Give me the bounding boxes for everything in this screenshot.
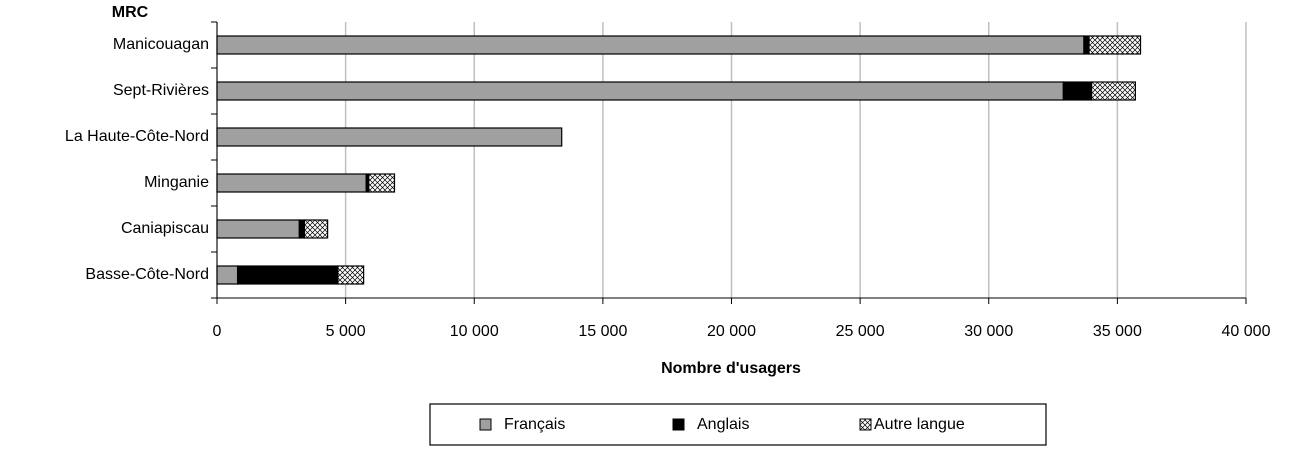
legend-label: Anglais — [697, 416, 749, 433]
y-tick-label: La Haute-Côte-Nord — [65, 128, 209, 145]
x-tick-label: 30 000 — [964, 323, 1013, 340]
bar-segment — [1088, 35, 1142, 55]
y-tick-label: Minganie — [144, 174, 209, 191]
legend-box — [429, 403, 1047, 446]
bar-segment — [1062, 81, 1093, 101]
legend-label: Français — [504, 416, 565, 433]
x-tick-label: 0 — [213, 323, 222, 340]
x-axis-title: Nombre d'usagers — [661, 360, 801, 377]
y-tick-label: Caniapiscau — [121, 220, 209, 237]
x-tick-label: 15 000 — [578, 323, 627, 340]
bar-segment — [303, 219, 329, 239]
bar-segment — [216, 127, 563, 147]
x-tick-label: 35 000 — [1093, 323, 1142, 340]
x-tick-label: 5 000 — [326, 323, 366, 340]
x-tick-label: 10 000 — [450, 323, 499, 340]
x-tick-label: 40 000 — [1222, 323, 1271, 340]
bar-segment — [1083, 35, 1090, 55]
bar-segment — [216, 173, 367, 193]
bar-segment — [216, 81, 1064, 101]
y-tick-label: Basse-Côte-Nord — [85, 266, 209, 283]
y-tick-label: Sept-Rivières — [113, 82, 209, 99]
bar-segment — [1091, 81, 1136, 101]
bar-segment — [368, 173, 396, 193]
y-axis-title: MRC — [112, 4, 149, 21]
x-tick-label: 20 000 — [707, 323, 756, 340]
legend-swatch — [479, 418, 492, 431]
y-tick-label: Manicouagan — [113, 36, 209, 53]
bar-segment — [298, 219, 306, 239]
bar-segment — [216, 35, 1085, 55]
bar-segment — [216, 265, 239, 285]
x-tick-label: 25 000 — [836, 323, 885, 340]
legend-label: Autre langue — [874, 416, 965, 433]
bar-segment — [216, 219, 300, 239]
legend-swatch — [672, 418, 685, 431]
bar-segment — [236, 265, 339, 285]
bar-segment — [337, 265, 365, 285]
legend-swatch — [859, 418, 872, 431]
